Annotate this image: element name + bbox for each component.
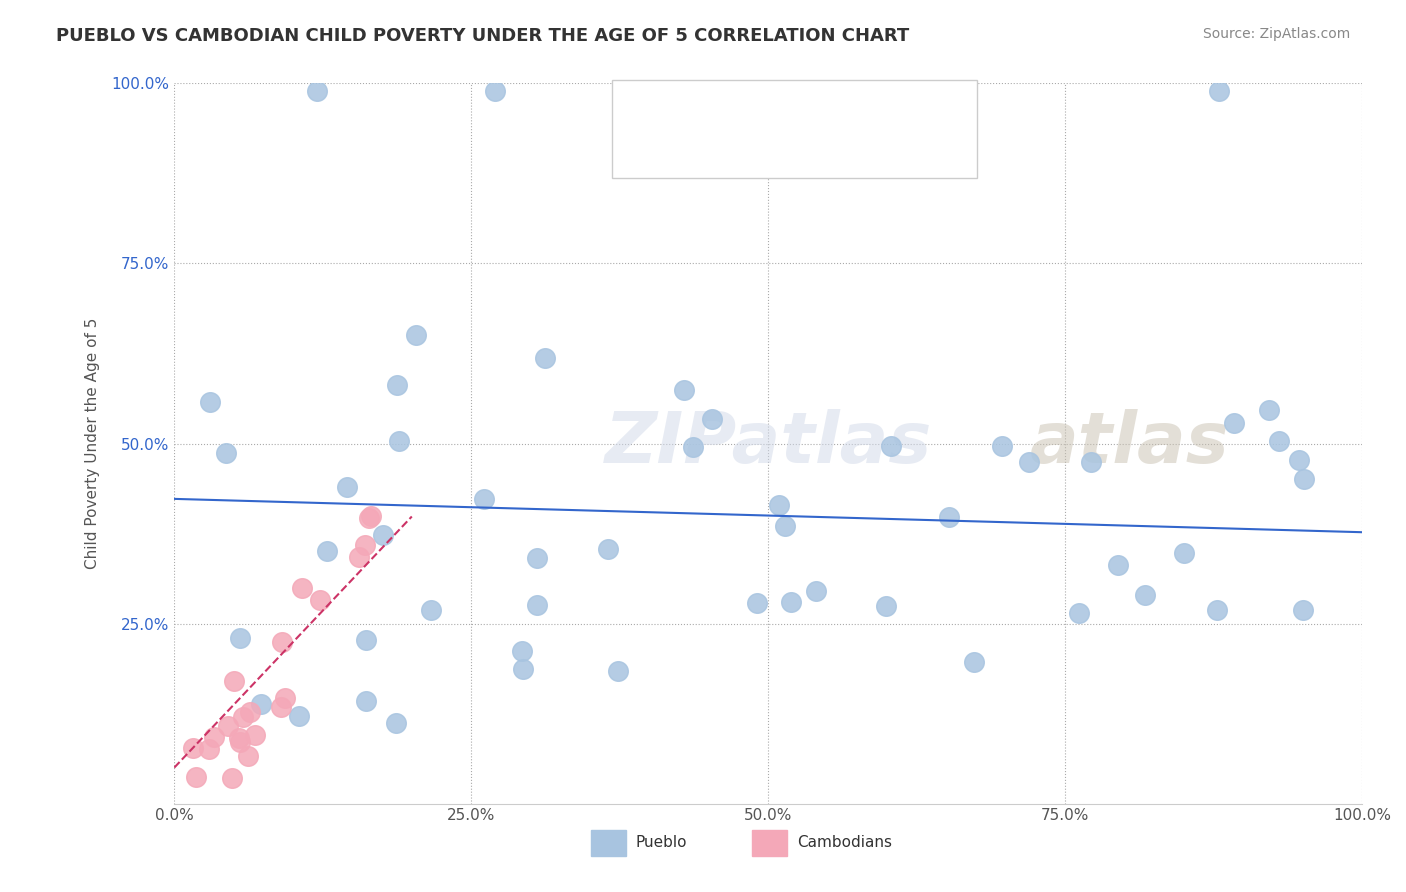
Point [354,633,377,648]
Point [270,699,292,714]
Point [222,674,245,689]
Text: PUEBLO VS CAMBODIAN CHILD POVERTY UNDER THE AGE OF 5 CORRELATION CHART: PUEBLO VS CAMBODIAN CHILD POVERTY UNDER … [56,27,910,45]
Text: R =: R = [675,91,711,109]
Text: 55: 55 [862,91,884,109]
Point [682,441,704,455]
Point [202,730,225,744]
Point [484,84,506,98]
Point [305,84,328,98]
Point [354,538,377,552]
FancyBboxPatch shape [591,830,626,856]
Point [768,498,790,512]
Point [419,603,441,617]
Point [347,550,370,565]
Point [291,581,314,595]
Point [228,731,250,746]
Point [387,378,409,392]
Point [880,440,903,454]
Point [1257,403,1279,417]
Text: Pueblo: Pueblo [636,836,688,850]
Point [228,632,250,646]
Point [245,728,267,742]
Point [1018,455,1040,469]
Point [1223,416,1246,430]
Point [1292,472,1315,486]
Point [215,446,238,460]
Point [229,734,252,748]
Point [336,479,359,493]
Point [1107,558,1129,572]
Point [1069,606,1091,620]
Text: 22: 22 [862,132,886,150]
FancyBboxPatch shape [752,830,787,856]
Point [360,509,382,524]
Point [308,593,330,607]
Point [779,595,801,609]
Text: atlas: atlas [1029,409,1229,478]
FancyBboxPatch shape [626,85,661,116]
Point [274,690,297,705]
Point [606,664,628,678]
Point [598,542,620,557]
Point [510,644,533,658]
Point [700,411,723,425]
Point [1292,603,1315,617]
Point [512,662,534,676]
Text: ZIPatlas: ZIPatlas [605,409,932,478]
Point [963,655,986,669]
Point [1288,452,1310,467]
Point [405,327,427,342]
Point [250,697,273,711]
Point [217,719,239,733]
Point [287,709,309,723]
Point [198,394,221,409]
Point [804,583,827,598]
Point [270,635,292,649]
Point [315,544,337,558]
Text: -0.090: -0.090 [717,91,776,109]
Point [775,519,797,533]
Point [1173,546,1195,560]
Point [357,510,380,524]
Point [526,598,548,612]
Point [875,599,897,613]
Text: 0.678: 0.678 [717,132,775,150]
Text: N =: N = [815,91,852,109]
Text: Source: ZipAtlas.com: Source: ZipAtlas.com [1202,27,1350,41]
Point [745,596,768,610]
Point [371,528,394,542]
Point [354,693,377,707]
Point [388,434,411,448]
Point [672,384,695,398]
Point [198,742,221,756]
FancyBboxPatch shape [626,125,661,156]
Point [526,551,548,566]
Text: Cambodians: Cambodians [797,836,893,850]
Point [221,771,243,785]
Point [1135,588,1157,602]
Point [1208,84,1230,98]
Point [534,351,557,365]
Point [239,705,262,719]
Point [1206,603,1229,617]
Point [232,710,254,724]
Point [184,770,207,784]
Point [991,439,1014,453]
Text: R =: R = [675,132,711,150]
Point [384,716,406,731]
Point [236,749,259,764]
Point [1268,434,1291,448]
Point [638,84,661,98]
Text: N =: N = [815,132,852,150]
Point [938,510,960,524]
Point [472,492,495,507]
Point [181,740,204,755]
Point [1080,455,1102,469]
Y-axis label: Child Poverty Under the Age of 5: Child Poverty Under the Age of 5 [86,318,100,569]
Point [780,84,803,98]
Point [858,109,880,123]
